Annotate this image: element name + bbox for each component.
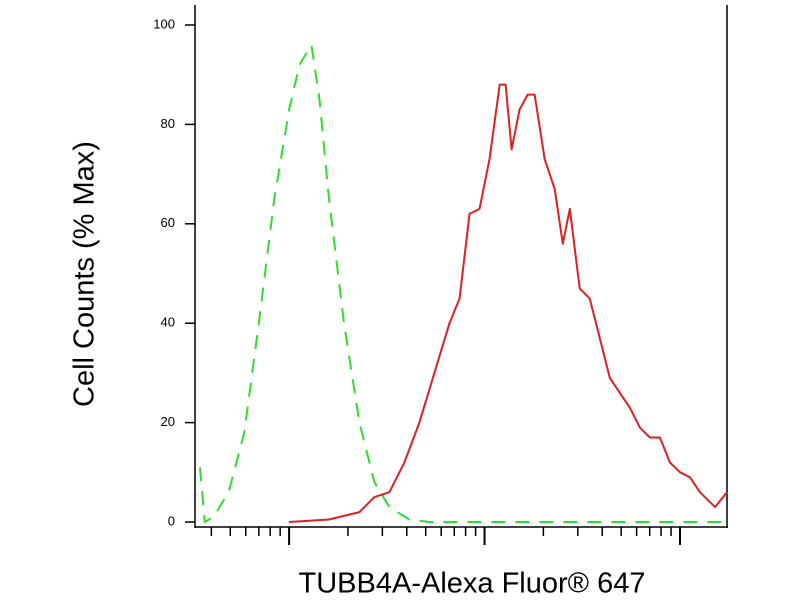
y-tick-label: 0 [168,513,175,528]
series-line [199,43,727,523]
y-tick-label: 20 [161,414,175,429]
y-axis-label: Cell Counts (% Max) [69,141,101,407]
y-tick-label: 40 [161,315,175,330]
series-line [289,83,728,523]
y-tick-label: 100 [153,16,175,31]
y-tick-label: 80 [161,116,175,131]
x-axis-label: TUBB4A-Alexa Fluor® 647 [299,568,646,600]
y-tick-label: 60 [161,215,175,230]
